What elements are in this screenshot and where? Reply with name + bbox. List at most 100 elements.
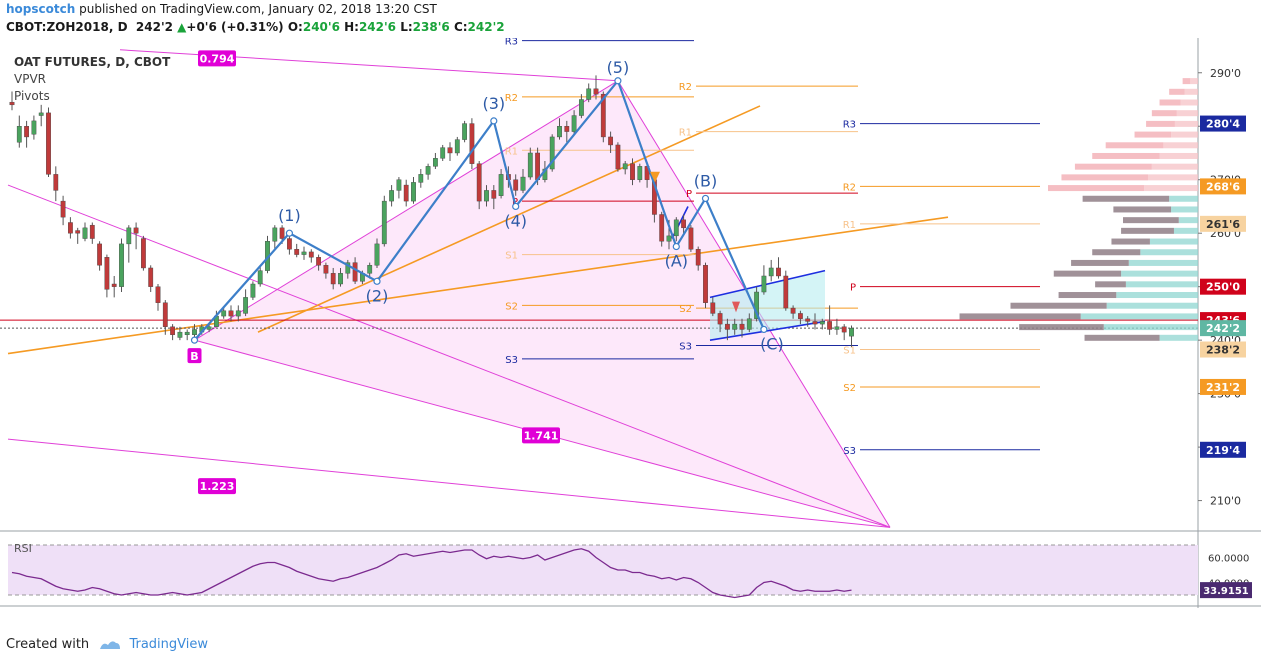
wave-point-7: [701, 194, 710, 203]
fib-ratio-box-0: [198, 50, 236, 67]
candle-body-20: [155, 286, 161, 303]
pivot-left-label-6: S3: [505, 355, 518, 366]
wave-label-0: B: [190, 350, 198, 363]
wave-label-8: (C): [760, 334, 784, 353]
candle-body-78: [579, 99, 584, 116]
vpvr-down-19: [1095, 281, 1126, 288]
candle-body-81: [600, 93, 606, 138]
candle-body-103: [761, 275, 767, 293]
candle-body-40: [301, 251, 307, 255]
candle-body-94: [695, 249, 701, 266]
vpvr-up-17: [1128, 259, 1198, 266]
price-label-2: 261'6: [1206, 218, 1240, 231]
vpvr-up-7: [1159, 152, 1198, 159]
candle-body-111: [819, 321, 825, 325]
candle-body-2: [24, 126, 29, 138]
candle-body-69: [513, 179, 519, 191]
vpvr-up-16: [1140, 249, 1198, 256]
candle-body-14: [111, 283, 117, 287]
candle-body-24: [184, 331, 190, 336]
candle-body-84: [622, 163, 628, 170]
vpvr-up-2: [1180, 99, 1198, 106]
vpvr-down-15: [1111, 238, 1150, 245]
price-chart[interactable]: R3R2R1PS1S2S3R2R1PS2S3R3R2R1PS1S2S3B(1)(…: [0, 38, 1261, 608]
vpvr-up-21: [1106, 302, 1198, 309]
change-value: +0'6 (+0.31%): [186, 20, 284, 34]
publish-line: hopscotch published on TradingView.com, …: [6, 2, 437, 16]
wave-point-8: [760, 325, 768, 334]
vpvr-up-1: [1184, 88, 1198, 95]
candle-body-8: [67, 222, 73, 234]
candle-body-42: [316, 257, 321, 266]
candle-body-101: [746, 318, 752, 330]
rsi-last-box: [1200, 582, 1252, 599]
vpvr-down-10: [1048, 185, 1145, 192]
candle-body-30: [228, 310, 234, 317]
vpvr-up-12: [1171, 206, 1198, 213]
rsi-title: RSI: [14, 542, 32, 555]
tradingview-link[interactable]: TradingView: [129, 637, 208, 652]
candle-body-51: [381, 200, 387, 245]
low-label: L:: [400, 20, 413, 34]
candle-body-60: [447, 147, 453, 154]
candle-body-10: [82, 227, 88, 239]
pivot-right-label-1: R2: [843, 182, 856, 193]
candle-body-113: [834, 326, 840, 330]
vpvr-down-18: [1053, 270, 1122, 277]
candle-body-43: [323, 265, 329, 274]
vpvr-down-13: [1123, 217, 1179, 224]
pivot-right-label-3: P: [850, 283, 856, 294]
vpvr-down-9: [1061, 174, 1148, 181]
legend-indicator-pivots[interactable]: Pivots: [14, 89, 50, 103]
candle-body-16: [126, 227, 132, 245]
candle-body-36: [272, 227, 278, 242]
vpvr-down-3: [1151, 110, 1177, 117]
tradingview-logo-icon[interactable]: [99, 638, 121, 652]
pivot-right-label-0: R3: [843, 120, 856, 131]
vpvr-up-14: [1173, 227, 1198, 234]
price-label-box-5: [1200, 320, 1246, 337]
candle-body-71: [527, 152, 533, 178]
candle-body-67: [498, 174, 504, 196]
wave-label-3: (3): [482, 94, 505, 113]
candle-body-89: [659, 214, 665, 242]
pivot-mid-label-1: R1: [679, 128, 692, 139]
candle-body-5: [46, 112, 51, 175]
legend-indicator-vpvr[interactable]: VPVR: [14, 72, 46, 86]
vpvr-down-4: [1146, 120, 1175, 127]
candle-body-85: [630, 163, 635, 180]
wave-label-4: (4): [504, 211, 527, 230]
author-link[interactable]: hopscotch: [6, 2, 76, 16]
candle-body-75: [557, 126, 562, 138]
vpvr-down-6: [1105, 142, 1164, 149]
price-tick-label-8: 210'0: [1210, 495, 1241, 508]
vpvr-up-6: [1163, 142, 1198, 149]
candle-body-21: [162, 302, 168, 327]
candle-body-65: [484, 190, 489, 202]
chart-legend: OAT FUTURES, D, CBOT VPVR Pivots: [14, 54, 170, 105]
wave-point-5: [614, 77, 622, 85]
candle-body-19: [148, 267, 154, 287]
up-arrow-icon: ▲: [177, 20, 187, 34]
vpvr-down-12: [1113, 206, 1172, 213]
fan-line-4: [194, 80, 619, 341]
candle-body-3: [31, 120, 37, 135]
candle-body-64: [476, 163, 482, 202]
candle-body-59: [440, 147, 446, 159]
candle-body-18: [140, 238, 146, 269]
published-text: published on TradingView.com, January 02…: [79, 2, 437, 16]
candle-body-53: [396, 179, 402, 191]
price-label-box-3: [1200, 278, 1246, 295]
candle-body-52: [389, 190, 394, 202]
open-label: O:: [287, 20, 303, 34]
candle-body-25: [192, 329, 197, 336]
symbol-name[interactable]: CBOT:ZOH2018, D: [6, 20, 128, 34]
last-price: 242'2: [135, 20, 173, 34]
pivot-left-label-0: R3: [505, 38, 518, 48]
candle-body-33: [250, 283, 256, 298]
price-label-7: 231'2: [1206, 381, 1240, 394]
price-label-5: 242'2: [1206, 322, 1240, 335]
legend-title[interactable]: OAT FUTURES, D, CBOT: [14, 55, 171, 69]
trendline-orange-2: [257, 105, 761, 333]
vpvr-down-14: [1121, 227, 1174, 234]
